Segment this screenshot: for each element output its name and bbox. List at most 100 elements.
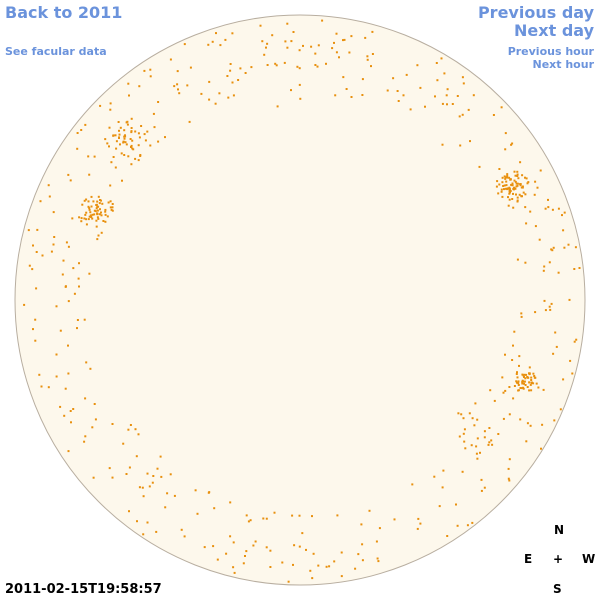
facular-point (314, 52, 317, 55)
facular-point (299, 97, 302, 100)
facular-point (118, 133, 121, 136)
facular-point (134, 428, 137, 431)
compass-west: W (582, 552, 596, 566)
facular-point (513, 385, 516, 387)
facular-point (508, 458, 511, 461)
facular-point (335, 32, 338, 35)
facular-point (88, 208, 91, 211)
facular-point (568, 298, 571, 301)
facular-point (118, 129, 120, 132)
facular-point (520, 312, 523, 315)
facular-point (291, 514, 294, 517)
facular-point (513, 179, 516, 182)
facular-point (135, 455, 138, 458)
facular-point (361, 78, 364, 81)
facular-point (85, 198, 88, 201)
facular-point (504, 187, 507, 190)
facular-point (226, 75, 229, 77)
facular-point (47, 386, 50, 389)
facular-point (149, 68, 152, 71)
facular-point (519, 418, 522, 421)
facular-point (517, 177, 520, 180)
facular-point (94, 418, 97, 421)
facular-point (532, 372, 535, 375)
facular-point (490, 439, 493, 442)
facular-point (508, 413, 511, 416)
facular-point (504, 148, 507, 151)
facular-point (571, 372, 574, 375)
facular-point (512, 344, 514, 347)
facular-point (78, 216, 81, 219)
facular-point (524, 384, 527, 386)
facular-point (96, 216, 99, 219)
next-hour-link[interactable]: Next hour (532, 58, 595, 71)
facular-point (124, 141, 127, 144)
facular-point (130, 130, 133, 133)
facular-point (34, 318, 37, 321)
facular-point (551, 208, 554, 211)
facular-point (502, 185, 505, 187)
facular-point (516, 381, 518, 384)
facular-point (512, 397, 515, 400)
facular-point (244, 555, 246, 557)
facular-point (504, 132, 507, 135)
facular-point (535, 382, 538, 385)
facular-point (462, 82, 465, 85)
facular-point (517, 384, 520, 386)
facular-point (242, 562, 245, 565)
facular-point (436, 79, 439, 82)
facular-point (573, 340, 576, 343)
facular-point (438, 505, 441, 508)
facular-point (458, 115, 461, 118)
facular-point (525, 177, 528, 180)
facular-point (473, 424, 476, 427)
facular-point (517, 382, 520, 385)
facular-point (244, 72, 247, 74)
facular-point (72, 267, 75, 270)
facular-point (513, 170, 516, 173)
facular-point (93, 403, 96, 405)
facular-point (567, 243, 570, 246)
facular-point (89, 211, 92, 214)
facular-point (123, 154, 126, 156)
facular-point (36, 228, 39, 231)
facular-point (41, 254, 44, 257)
facular-point (467, 108, 470, 111)
facular-point (537, 386, 540, 389)
facular-point (275, 64, 278, 67)
facular-point (523, 376, 525, 378)
previous-day-link[interactable]: Previous day (477, 3, 594, 22)
facular-point (91, 217, 94, 220)
facular-point (153, 126, 156, 129)
facular-point (88, 207, 91, 210)
facular-point (519, 161, 522, 164)
next-day-link[interactable]: Next day (514, 21, 594, 40)
facular-point (67, 450, 70, 453)
facular-point (194, 489, 197, 492)
facular-point (463, 440, 466, 443)
facular-point (83, 199, 86, 202)
facular-point (146, 130, 149, 133)
facular-point (521, 380, 524, 383)
facular-point (458, 435, 461, 438)
facular-point (563, 246, 566, 249)
previous-hour-link[interactable]: Previous hour (507, 45, 594, 58)
facular-point (340, 575, 343, 578)
facular-point (233, 571, 236, 574)
facular-point (62, 259, 65, 262)
facular-point (91, 426, 94, 429)
facular-point (229, 63, 232, 65)
facular-point (146, 472, 149, 475)
facular-point (310, 45, 313, 48)
back-link[interactable]: Back to 2011 (5, 3, 123, 22)
facular-point (99, 104, 102, 107)
facular-link[interactable]: See facular data (5, 45, 107, 58)
facular-point (88, 272, 91, 275)
facular-point (524, 261, 527, 264)
facular-point (302, 44, 304, 47)
facular-point (325, 565, 328, 568)
facular-point (507, 204, 510, 207)
facular-point (512, 192, 514, 195)
facular-point (573, 268, 576, 270)
facular-point (176, 83, 179, 86)
